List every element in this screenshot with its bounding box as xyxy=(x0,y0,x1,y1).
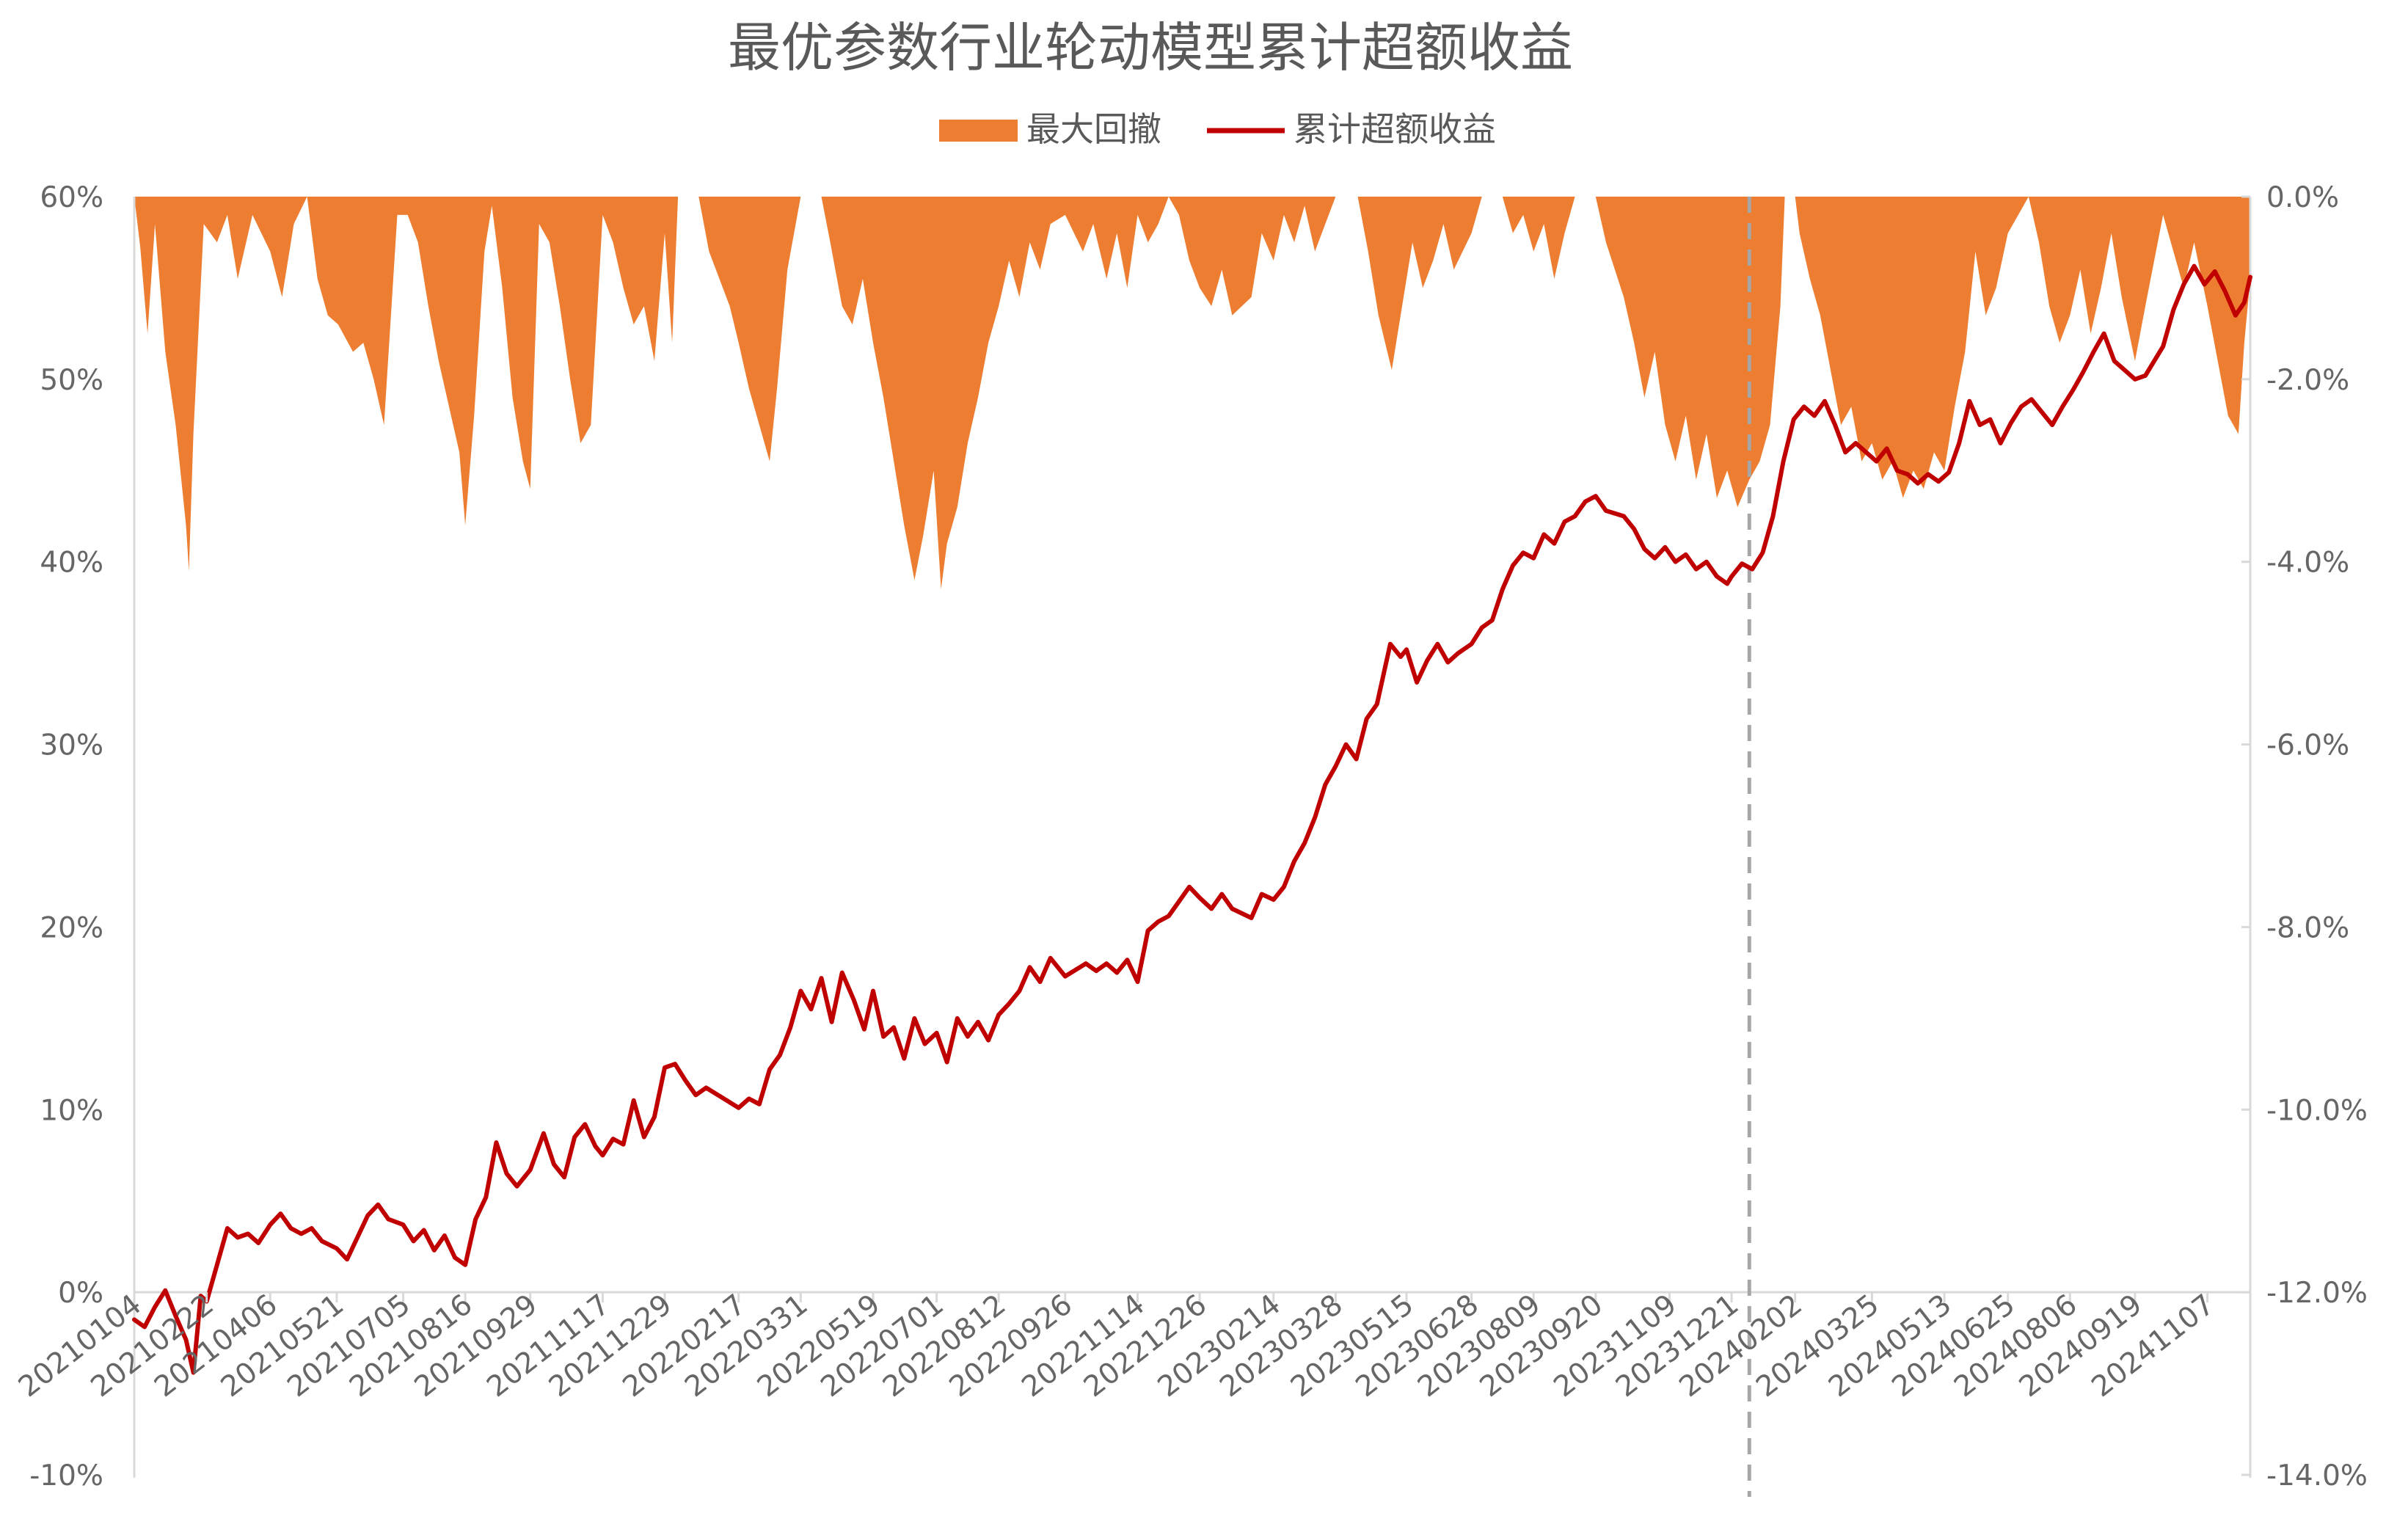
left-axis-tick-label: 10% xyxy=(40,1094,103,1127)
left-axis-tick-label: 0% xyxy=(58,1277,103,1310)
right-axis-tick-label: -14.0% xyxy=(2266,1459,2368,1492)
left-axis-tick-label: 40% xyxy=(40,547,103,580)
right-axis-tick-label: -4.0% xyxy=(2266,547,2349,580)
right-axis-tick-label: -2.0% xyxy=(2266,364,2349,397)
right-axis-tick-label: -6.0% xyxy=(2266,729,2349,762)
axes-layer xyxy=(133,197,2252,1497)
left-axis-tick-label: 50% xyxy=(40,364,103,397)
legend-swatch-drawdown xyxy=(939,120,1018,142)
chart-title: 最优参数行业轮动模型累计超额收益 xyxy=(728,17,1573,79)
legend: 最大回撤 累计超额收益 xyxy=(939,109,1496,149)
right-axis-tick-label: 0.0% xyxy=(2266,181,2339,214)
left-axis-tick-label: 60% xyxy=(40,181,103,214)
left-axis-tick-label: -10% xyxy=(29,1459,103,1492)
legend-label-excess-return: 累计超额收益 xyxy=(1294,109,1496,149)
legend-label-drawdown: 最大回撤 xyxy=(1026,109,1161,149)
drawdown-area xyxy=(134,197,2250,589)
right-axis-tick-label: -10.0% xyxy=(2266,1094,2368,1127)
left-axis-tick-label: 20% xyxy=(40,911,103,944)
drawdown-layer xyxy=(134,197,2250,589)
right-axis-tick-label: -12.0% xyxy=(2266,1277,2368,1310)
left-axis-tick-label: 30% xyxy=(40,729,103,762)
right-axis-tick-label: -8.0% xyxy=(2266,911,2349,944)
excess-return-line xyxy=(132,263,2252,1375)
line-layer xyxy=(132,263,2252,1375)
